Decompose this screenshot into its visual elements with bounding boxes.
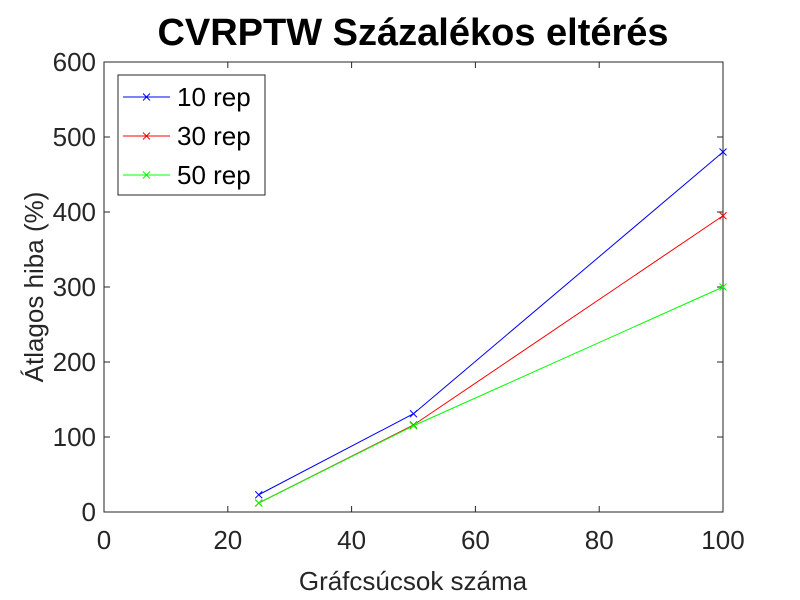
data-point — [719, 211, 727, 220]
y-axis-ticks: 0 100 200 300 400 500 600 — [53, 47, 723, 527]
y-axis-label: Átlagos hiba (%) — [19, 192, 49, 383]
series-layer — [254, 148, 727, 507]
legend-marker-stroke-b — [142, 171, 151, 179]
y-tick-label: 600 — [53, 47, 96, 77]
legend-marker — [142, 132, 151, 140]
data-point — [254, 499, 263, 507]
x-tick-label: 60 — [461, 525, 490, 555]
y-tick-label: 0 — [82, 497, 96, 527]
x-axis-ticks: 0 20 40 60 80 100 — [97, 62, 745, 555]
legend-label: 10 rep — [177, 82, 251, 112]
data-point-stroke-b — [254, 490, 263, 499]
legend-marker — [142, 93, 151, 101]
data-point — [409, 409, 418, 418]
y-tick-label: 500 — [53, 122, 96, 152]
legend-marker — [142, 171, 151, 179]
data-point — [409, 421, 418, 430]
data-point — [719, 283, 727, 291]
legend-marker-stroke-b — [142, 132, 151, 140]
legend-label: 50 rep — [177, 160, 251, 190]
chart-title: CVRPTW Százalékos eltérés — [157, 12, 668, 54]
y-tick-label: 100 — [53, 422, 96, 452]
y-tick-label: 400 — [53, 197, 96, 227]
x-tick-label: 0 — [97, 525, 111, 555]
legend: 10 rep 30 rep 50 rep — [117, 74, 266, 196]
data-point — [719, 148, 727, 156]
legend-label: 30 rep — [177, 121, 251, 151]
x-tick-label: 80 — [585, 525, 614, 555]
data-point-stroke-b — [254, 499, 263, 507]
data-point-stroke-b — [409, 409, 418, 418]
data-point-stroke-b — [409, 421, 418, 430]
data-point-stroke-b — [719, 211, 727, 220]
data-point-stroke-b — [719, 283, 727, 291]
x-tick-label: 100 — [701, 525, 744, 555]
y-tick-label: 200 — [53, 347, 96, 377]
data-point-stroke-b — [719, 148, 727, 156]
x-tick-label: 40 — [337, 525, 366, 555]
x-axis-label: Gráfcsúcsok száma — [299, 566, 528, 596]
data-point — [254, 490, 263, 499]
y-tick-label: 300 — [53, 272, 96, 302]
legend-marker-stroke-b — [142, 93, 151, 101]
x-tick-label: 20 — [213, 525, 242, 555]
